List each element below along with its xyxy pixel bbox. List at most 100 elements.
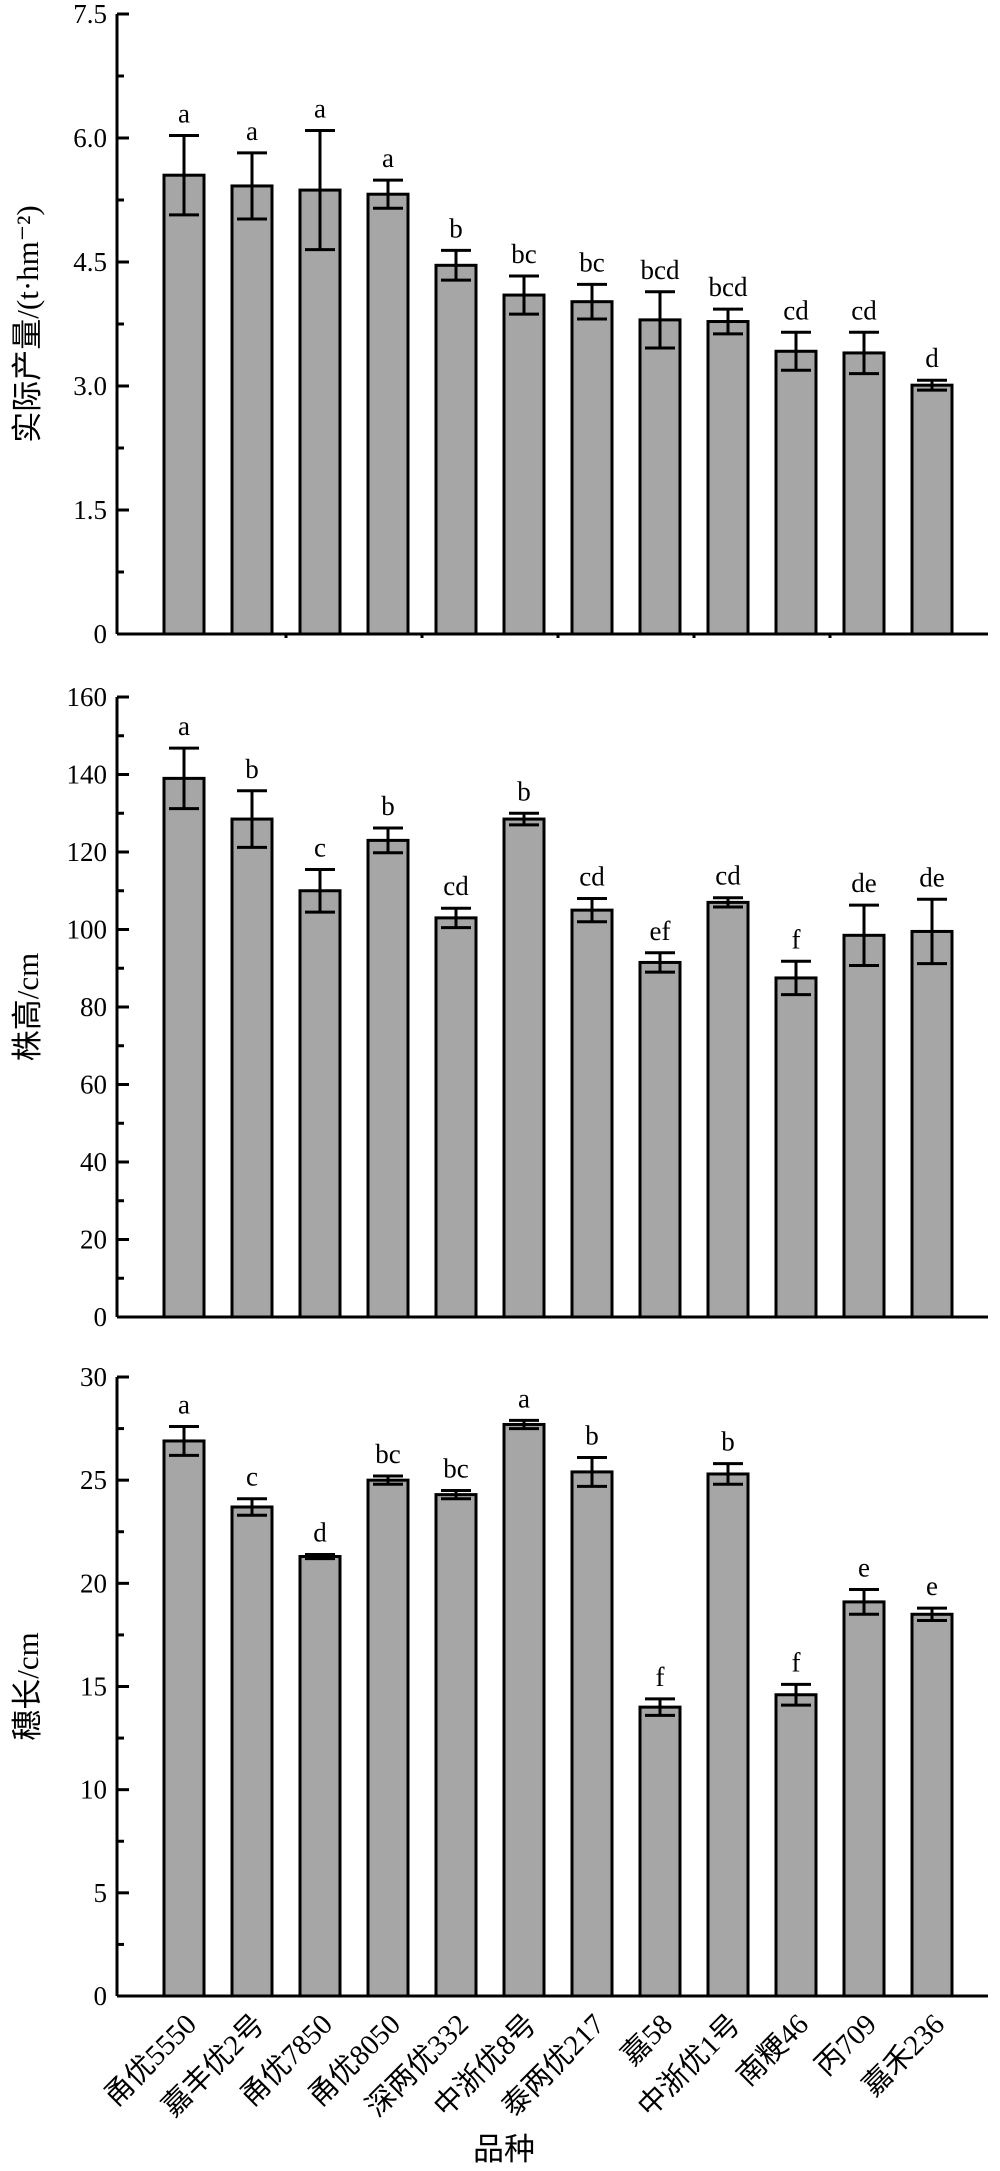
significance-label: cd (715, 861, 741, 891)
error-bar (917, 378, 947, 392)
error-bar (713, 896, 743, 909)
error-bar (237, 1497, 267, 1517)
bar (366, 1478, 410, 1998)
y-tick-label: 160 (67, 682, 108, 712)
y-tick-label: 0 (94, 1302, 108, 1332)
bar (570, 300, 614, 636)
significance-label: b (517, 776, 531, 806)
error-bar (305, 129, 335, 252)
error-bar (441, 906, 471, 930)
category-labels: 甬优5550嘉丰优2号甬优7850甬优8050深两优332中浙优8号泰两优217… (98, 2008, 951, 2124)
bar (434, 1493, 478, 1998)
significance-label: cd (443, 871, 469, 901)
error-bar (237, 151, 267, 221)
bar (502, 1422, 546, 1998)
significance-label: a (382, 143, 394, 173)
bar (298, 889, 342, 1319)
significance-label: bc (511, 239, 537, 269)
significance-label: a (178, 99, 190, 129)
bar (434, 263, 478, 636)
error-bar (713, 1462, 743, 1486)
significance-label: de (851, 868, 877, 898)
y-tick-label: 0 (94, 619, 108, 649)
significance-label: cd (851, 295, 877, 325)
significance-label: bc (443, 1453, 469, 1483)
y-axis-title: 穗长/cm (10, 1632, 45, 1741)
significance-label: a (246, 116, 258, 146)
significance-label: de (919, 862, 945, 892)
significance-label: cd (783, 295, 809, 325)
y-tick-label: 0 (94, 1981, 108, 2011)
y-tick-label: 4.5 (73, 247, 107, 277)
y-axis-title: 实际产量/(t·hm⁻²) (10, 205, 45, 442)
bar (842, 1600, 886, 1998)
significance-label: a (518, 1383, 530, 1413)
error-bar (849, 903, 879, 968)
bar (706, 1472, 750, 1998)
significance-label: f (656, 1662, 665, 1692)
bar (162, 776, 206, 1319)
bar (638, 1705, 682, 1998)
y-tick-label: 10 (80, 1775, 107, 1805)
bar (638, 960, 682, 1319)
bar (910, 383, 954, 636)
y-tick-label: 1.5 (73, 495, 107, 525)
bar (842, 933, 886, 1319)
significance-label: b (245, 754, 259, 784)
error-bar (509, 1418, 539, 1431)
bar (774, 349, 818, 636)
error-bar (509, 811, 539, 827)
error-bar (169, 134, 199, 217)
y-tick-label: 5 (94, 1878, 108, 1908)
error-bar (849, 330, 879, 376)
chart-panel-3: 0 5 10 15 20 25 30 a c d bc bc a b f b f e e 穗长/cm (10, 1362, 988, 2011)
y-tick-label: 7.5 (73, 0, 107, 29)
bar (638, 318, 682, 636)
error-bar (305, 1552, 335, 1561)
y-tick-label: 20 (80, 1568, 107, 1598)
bar (570, 1470, 614, 1998)
significance-label: a (314, 94, 326, 124)
error-bar (305, 867, 335, 914)
error-bar (781, 1682, 811, 1707)
significance-label: a (178, 1390, 190, 1420)
significance-label: bcd (709, 272, 748, 302)
bar (842, 351, 886, 636)
significance-label: bc (375, 1439, 401, 1469)
bar (230, 817, 274, 1319)
bar (502, 817, 546, 1319)
significance-label: f (792, 924, 801, 954)
bar (434, 916, 478, 1319)
error-bar (441, 1488, 471, 1501)
y-tick-label: 25 (80, 1465, 107, 1495)
significance-label: b (381, 791, 395, 821)
bar (366, 838, 410, 1319)
error-bar (713, 307, 743, 336)
y-tick-label: 40 (80, 1147, 107, 1177)
y-tick-label: 80 (80, 992, 107, 1022)
significance-label: f (792, 1647, 801, 1677)
x-axis-title: 品种 (473, 2132, 535, 2167)
error-bar (577, 897, 607, 924)
significance-label: b (721, 1427, 735, 1457)
error-bar (169, 746, 199, 811)
y-tick-label: 60 (80, 1070, 107, 1100)
y-tick-label: 6.0 (73, 123, 107, 153)
bar (570, 908, 614, 1319)
significance-label: ef (650, 916, 671, 946)
significance-label: a (178, 711, 190, 741)
error-bar (577, 282, 607, 321)
bar (502, 293, 546, 636)
error-bar (781, 330, 811, 372)
bar (910, 929, 954, 1319)
significance-label: d (925, 343, 939, 373)
significance-label: cd (579, 862, 605, 892)
bar (298, 1555, 342, 1998)
significance-label: bcd (641, 255, 680, 285)
y-tick-label: 15 (80, 1672, 107, 1702)
bar (774, 1693, 818, 1998)
category-label: 南粳46 (730, 2008, 815, 2093)
y-tick-label: 140 (67, 760, 108, 790)
y-tick-label: 3.0 (73, 371, 107, 401)
